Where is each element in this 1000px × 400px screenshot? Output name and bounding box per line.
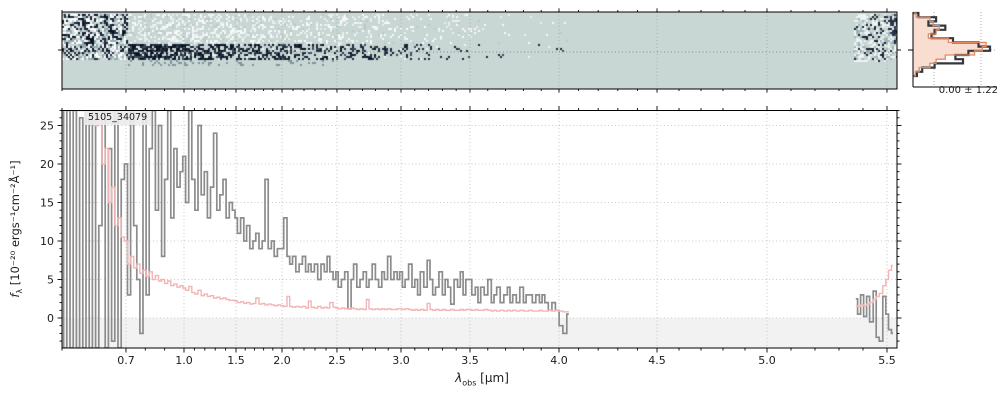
panel2d-axes-box — [61, 11, 898, 90]
svg-text:5: 5 — [47, 274, 54, 287]
below-zero-shade — [62, 318, 897, 348]
x-axis-label-units: [μm] — [476, 371, 509, 385]
y-axis-label-units: [10⁻²⁰ ergs⁻¹cm⁻²Å⁻¹] — [7, 160, 22, 289]
histogram-salmon-steps — [913, 12, 987, 77]
ticks — [57, 8, 902, 353]
x-axis-label-subscript: obs — [462, 378, 477, 388]
histogram-salmon-fill — [913, 13, 987, 76]
svg-text:4.5: 4.5 — [648, 354, 666, 367]
x-axis-label: λobs [μm] — [455, 371, 509, 387]
spectrum-line — [855, 290, 893, 342]
source-id-label: 5105_34079 — [84, 111, 152, 125]
y-axis-label: fλ [10⁻²⁰ ergs⁻¹cm⁻²Å⁻¹] — [8, 160, 24, 297]
x-axis-label-symbol: λ — [455, 371, 463, 385]
svg-text:2.0: 2.0 — [273, 354, 291, 367]
svg-text:3.5: 3.5 — [461, 354, 479, 367]
svg-text:10: 10 — [40, 235, 54, 248]
gridlines — [62, 12, 897, 348]
residual-stat-label: 0.00 ± 1.22 — [938, 85, 998, 96]
uncertainty-line — [62, 110, 569, 313]
tick-labels: 0.7 1.0 1.5 2.0 2.5 3.0 3.5 4.0 4.5 5.0 5.5 0 5 10 15 2… — [40, 120, 896, 368]
svg-text:5.0: 5.0 — [758, 354, 776, 367]
svg-text:1.5: 1.5 — [227, 354, 245, 367]
svg-text:25: 25 — [40, 120, 54, 133]
svg-text:0: 0 — [47, 312, 54, 325]
spectrum-line — [62, 110, 569, 348]
series — [62, 110, 893, 348]
svg-text:2.5: 2.5 — [328, 354, 346, 367]
uncertainty-line — [855, 264, 893, 308]
svg-text:5.5: 5.5 — [878, 354, 896, 367]
main-axes-box — [61, 110, 898, 349]
spectrum-2d-image — [62, 12, 897, 89]
y-axis-label-symbol: f — [7, 293, 22, 298]
svg-text:0.7: 0.7 — [117, 354, 135, 367]
svg-text:15: 15 — [40, 197, 54, 210]
svg-text:20: 20 — [40, 158, 54, 171]
y-axis-label-subscript: λ — [15, 288, 25, 294]
svg-text:4.0: 4.0 — [550, 354, 568, 367]
histogram-gray-steps — [913, 11, 992, 78]
svg-text:3.0: 3.0 — [392, 354, 410, 367]
residual-histogram-panel — [908, 11, 997, 88]
svg-text:1.0: 1.0 — [175, 354, 193, 367]
